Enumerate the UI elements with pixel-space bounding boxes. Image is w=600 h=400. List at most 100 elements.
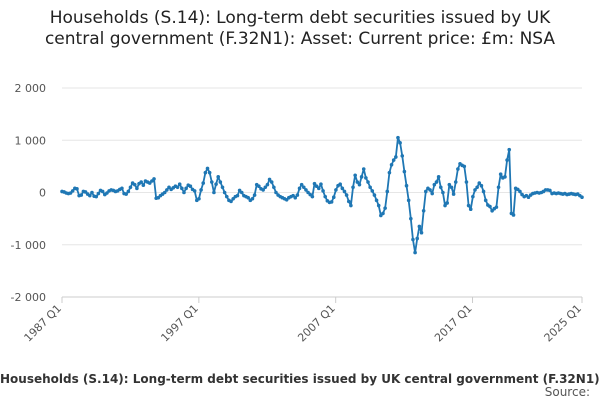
y-tick-label: 2 000 [15,82,47,95]
data-point [182,190,186,195]
data-point [263,185,268,190]
data-point [218,180,223,184]
x-tick-label: 2007 Q1 [295,302,338,345]
data-point [351,185,355,190]
data-point [445,201,449,205]
data-point [462,164,467,169]
data-point [507,147,512,152]
data-point [385,189,390,194]
data-point [265,182,270,187]
data-point [464,180,469,184]
data-point [376,203,381,208]
data-point [398,141,402,145]
data-point [498,172,503,177]
data-point [468,207,473,212]
data-point [323,194,328,199]
data-point [415,236,420,241]
data-point [334,188,338,192]
data-point [197,196,201,201]
legend-label: Households (S.14): Long-term debt securi… [0,372,600,386]
data-point [128,185,133,190]
data-point [162,190,167,195]
data-point [338,182,342,186]
data-point [496,185,501,190]
data-point [132,182,137,187]
data-point [180,186,184,191]
data-point [214,182,218,186]
data-point [441,190,445,195]
data-point [329,200,334,204]
data-point [580,195,584,199]
data-point [175,185,180,190]
series-layer [60,135,584,255]
data-point [220,185,225,190]
data-point [250,196,255,201]
gridlines [62,87,582,298]
data-point [449,185,454,190]
data-point [120,186,124,191]
data-point [381,211,385,216]
data-point [400,154,405,158]
data-point [453,180,458,184]
data-point [261,188,265,192]
y-tick-label: 1 000 [15,134,47,147]
data-point [413,250,417,255]
data-point [310,194,315,199]
data-point [481,189,486,194]
data-point [177,182,182,186]
data-point [456,167,460,171]
data-point [357,182,362,187]
data-point [90,190,94,195]
data-point [396,135,400,140]
data-point [274,190,278,195]
legend: Households (S.14): Long-term debt securi… [0,372,600,388]
data-point [368,185,372,190]
x-tick-label: 1987 Q1 [22,302,65,345]
data-point [389,163,394,167]
data-point [438,185,443,190]
data-point [239,190,244,195]
data-point [216,175,221,179]
data-point [165,188,169,192]
data-point [428,188,432,192]
data-point [205,166,210,171]
data-point [494,205,499,209]
data-point [88,193,92,198]
data-point [447,182,452,187]
data-point [411,237,415,242]
data-point [135,186,139,191]
data-point [409,216,413,221]
data-point [272,185,276,190]
data-point [224,194,229,199]
data-point [297,186,302,191]
data-point [126,189,131,194]
data-point [75,187,79,191]
data-point [479,183,484,188]
data-point [548,188,552,193]
data-point [402,169,407,174]
data-point [353,173,357,178]
data-point [257,184,261,189]
data-point [201,181,206,185]
data-point [316,186,321,191]
data-point [79,193,84,197]
data-point [70,189,75,193]
data-point [96,191,101,196]
data-point [387,170,392,175]
x-tick-label: 2017 Q1 [432,302,475,345]
data-point [466,203,471,208]
data-point [222,190,227,195]
data-point [302,185,306,190]
data-point [293,195,298,200]
source-label: Source: [544,385,590,399]
data-point [199,188,203,192]
data-point [366,180,370,184]
data-point [184,186,188,191]
data-point [340,186,345,191]
data-point [319,182,323,186]
data-point [436,175,441,179]
data-point [423,189,428,194]
data-point [364,176,368,180]
data-point [421,208,426,213]
data-point [139,180,143,184]
